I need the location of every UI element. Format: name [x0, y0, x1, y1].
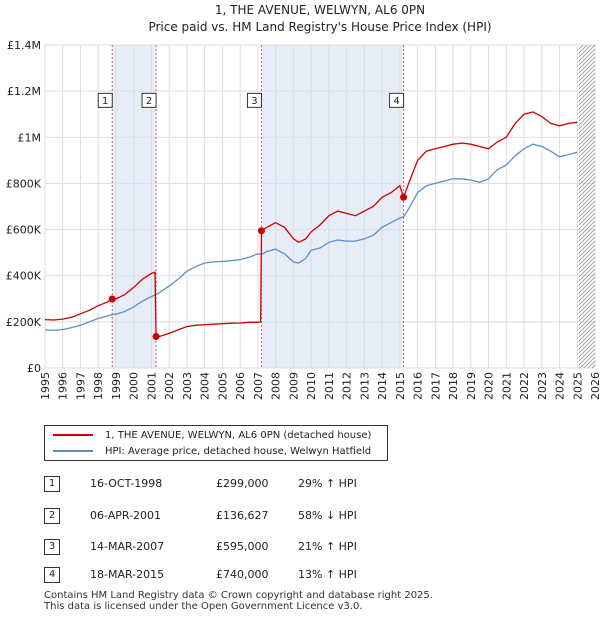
- badge-number: 3: [251, 96, 257, 107]
- x-tick-label: 2004: [199, 372, 212, 400]
- x-tick-label: 2007: [252, 372, 265, 400]
- y-tick-label: £600K: [6, 224, 42, 237]
- transaction-number: 3: [44, 539, 60, 555]
- transaction-hpi: 58% ↓ HPI: [298, 509, 357, 522]
- transaction-marker: [257, 227, 265, 235]
- badge-number: 1: [102, 96, 108, 107]
- transaction-badge: 4: [389, 92, 405, 108]
- y-tick-label: £800K: [6, 177, 42, 190]
- x-tick-label: 2014: [376, 372, 389, 400]
- x-tick-label: 1999: [110, 372, 123, 400]
- y-tick-label: £1.4M: [7, 39, 41, 52]
- legend-label-hpi: HPI: Average price, detached house, Welw…: [105, 446, 372, 457]
- x-tick-label: 2009: [287, 372, 300, 400]
- x-tick-label: 2010: [305, 372, 318, 400]
- x-tick-label: 2005: [216, 372, 229, 400]
- badge-box: [141, 92, 157, 108]
- transaction-date: 14-MAR-2007: [90, 540, 165, 553]
- legend-item-hpi: HPI: Average price, detached house, Welw…: [53, 444, 371, 460]
- x-tick-label: 2021: [500, 372, 513, 400]
- transaction-price: £136,627: [216, 509, 269, 522]
- footer: Contains HM Land Registry data © Crown c…: [44, 590, 433, 612]
- table-row: 4 18-MAR-2015 £740,000 13% ↑ HPI: [44, 567, 444, 583]
- x-tick-label: 2025: [571, 372, 584, 400]
- transaction-price: £740,000: [216, 568, 269, 581]
- x-tick-label: 2002: [163, 372, 176, 400]
- legend-item-property: 1, THE AVENUE, WELWYN, AL6 0PN (detached…: [53, 428, 371, 444]
- transaction-badge: 2: [141, 92, 157, 108]
- x-tick-label: 2023: [536, 372, 549, 400]
- y-tick-label: £1M: [18, 131, 42, 144]
- table-row: 2 06-APR-2001 £136,627 58% ↓ HPI: [44, 508, 444, 524]
- transaction-number: 4: [44, 567, 60, 583]
- badge-box: [389, 92, 405, 108]
- transaction-number: 2: [44, 508, 60, 524]
- legend-swatch-property: [53, 434, 93, 436]
- transaction-marker: [400, 193, 408, 201]
- y-tick-label: £200K: [6, 316, 42, 329]
- transaction-marker: [108, 295, 116, 303]
- x-tick-label: 2013: [358, 372, 371, 400]
- transaction-date: 16-OCT-1998: [90, 477, 163, 490]
- chart-subtitle: Price paid vs. HM Land Registry's House …: [148, 20, 491, 34]
- badge-box: [246, 92, 262, 108]
- x-tick-label: 1997: [74, 372, 87, 400]
- x-tick-label: 2022: [518, 372, 531, 400]
- x-tick-label: 2003: [181, 372, 194, 400]
- x-tick-label: 2012: [341, 372, 354, 400]
- x-tick-label: 2015: [394, 372, 407, 400]
- chart-title: 1, THE AVENUE, WELWYN, AL6 0PN: [215, 3, 425, 17]
- transaction-badge: 1: [97, 92, 113, 108]
- y-tick-label: £400K: [6, 270, 42, 283]
- transaction-hpi: 29% ↑ HPI: [298, 477, 357, 490]
- footer-licence: This data is licensed under the Open Gov…: [44, 601, 363, 612]
- x-tick-label: 1998: [92, 372, 105, 400]
- chart: 1, THE AVENUE, WELWYN, AL6 0PN Price pai…: [6, 3, 600, 400]
- x-tick-label: 2000: [128, 372, 141, 400]
- x-tick-label: 2020: [483, 372, 496, 400]
- table-row: 1 16-OCT-1998 £299,000 29% ↑ HPI: [44, 476, 444, 492]
- x-tick-label: 2008: [270, 372, 283, 400]
- legend-label-property: 1, THE AVENUE, WELWYN, AL6 0PN (detached…: [105, 430, 372, 441]
- x-tick-label: 2017: [429, 372, 442, 400]
- table-row: 3 14-MAR-2007 £595,000 21% ↑ HPI: [44, 539, 444, 555]
- x-tick-label: 1995: [39, 372, 52, 400]
- transaction-price: £299,000: [216, 477, 269, 490]
- hpi-series-line: [44, 143, 578, 332]
- badge-number: 4: [393, 96, 399, 107]
- x-tick-label: 2024: [554, 372, 567, 400]
- transaction-date: 06-APR-2001: [90, 509, 162, 522]
- badge-box: [97, 92, 113, 108]
- x-tick-label: 1996: [57, 372, 70, 400]
- x-tick-label: 2018: [447, 372, 460, 400]
- transaction-hpi: 13% ↑ HPI: [298, 568, 357, 581]
- forecast-hatch: [579, 45, 595, 368]
- x-tick-label: 2011: [323, 372, 336, 400]
- x-tick-label: 2019: [465, 372, 478, 400]
- y-tick-label: £0: [27, 362, 41, 375]
- x-tick-label: 2026: [589, 372, 600, 400]
- x-tick-label: 2001: [145, 372, 158, 400]
- transaction-price: £595,000: [216, 540, 269, 553]
- transaction-badge: 3: [246, 92, 262, 108]
- property-series-line: [44, 111, 578, 338]
- transaction-hpi: 21% ↑ HPI: [298, 540, 357, 553]
- badge-number: 2: [146, 96, 152, 107]
- footer-copyright: Contains HM Land Registry data © Crown c…: [44, 590, 433, 601]
- transaction-number: 1: [44, 476, 60, 492]
- x-tick-label: 2016: [412, 372, 425, 400]
- x-tick-label: 2006: [234, 372, 247, 400]
- ownership-period-shading: [261, 45, 404, 368]
- legend-swatch-hpi: [53, 450, 93, 452]
- transaction-marker: [152, 332, 160, 340]
- y-tick-label: £1.2M: [7, 85, 41, 98]
- legend: 1, THE AVENUE, WELWYN, AL6 0PN (detached…: [44, 425, 388, 461]
- transaction-date: 18-MAR-2015: [90, 568, 165, 581]
